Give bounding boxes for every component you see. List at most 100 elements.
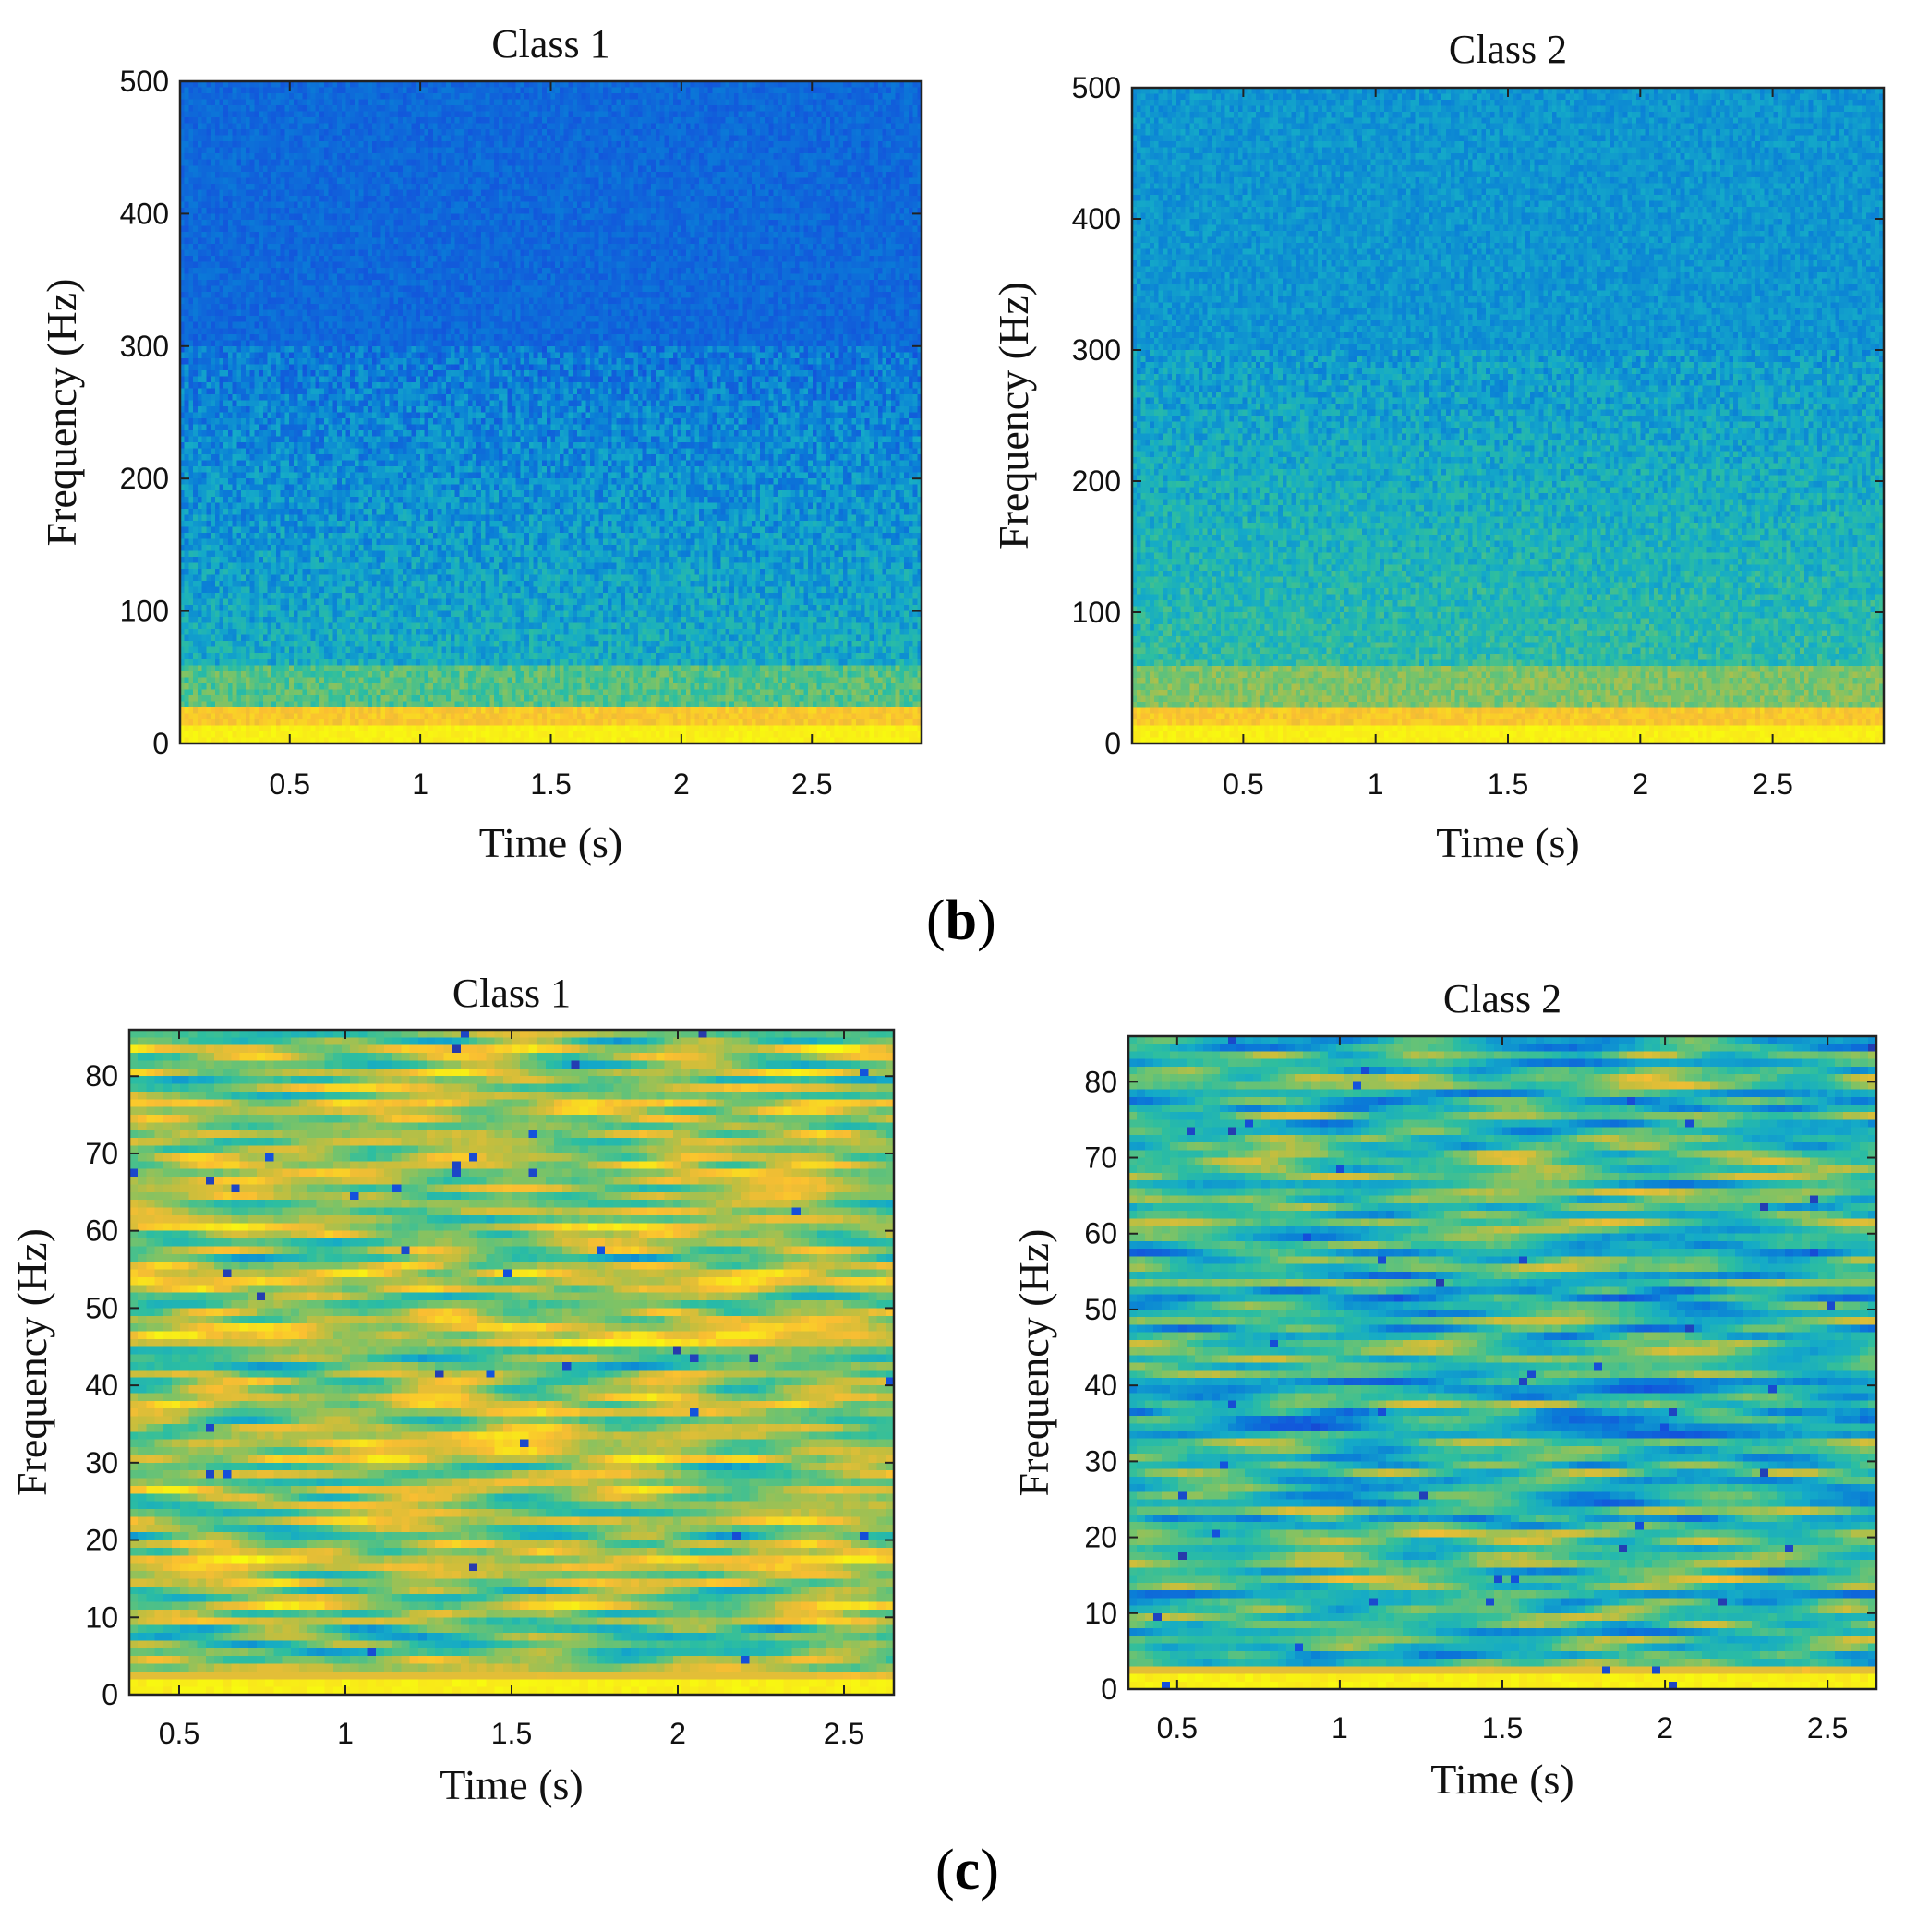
- heatmap-cell: [211, 88, 215, 94]
- heatmap-cell: [560, 88, 564, 94]
- heatmap-cell: [193, 88, 198, 94]
- heatmap-cell: [416, 93, 420, 100]
- heatmap-cell: [721, 88, 726, 94]
- heatmap-cell: [598, 100, 603, 106]
- heatmap-cell: [420, 93, 425, 100]
- heatmap-cell: [760, 93, 765, 100]
- heatmap-cell: [271, 93, 276, 100]
- heatmap-cell: [778, 88, 782, 94]
- heatmap-cell: [377, 93, 381, 100]
- heatmap-cell: [555, 88, 560, 94]
- heatmap-cell: [861, 93, 865, 100]
- heatmap-cell: [254, 93, 259, 100]
- heatmap-cell: [691, 93, 695, 100]
- heatmap-cell: [228, 100, 233, 106]
- heatmap-cell: [377, 88, 381, 94]
- heatmap-cell: [476, 100, 481, 106]
- heatmap-cell: [524, 100, 529, 106]
- heatmap-cell: [294, 88, 298, 94]
- heatmap-cell: [464, 100, 468, 106]
- heatmap-cell: [516, 88, 521, 94]
- heatmap-cell: [311, 100, 316, 106]
- heatmap-cell: [747, 88, 752, 94]
- heatmap-cell: [215, 93, 220, 100]
- heatmap-cell: [621, 93, 625, 100]
- heatmap-cell: [882, 88, 886, 94]
- heatmap-cell: [643, 88, 647, 94]
- heatmap-cell: [267, 88, 271, 94]
- heatmap-cell: [646, 88, 651, 94]
- heatmap-cell: [896, 93, 900, 100]
- heatmap-cell: [646, 100, 651, 106]
- heatmap-cell: [577, 88, 582, 94]
- heatmap-cell: [398, 100, 403, 106]
- heatmap-cell: [800, 93, 804, 100]
- heatmap-cell: [393, 88, 398, 94]
- heatmap-cell: [899, 93, 904, 100]
- figure: 0.5 1 1.5 2 2.50100200300400500Class 1Time (…: [0, 0, 1929, 1932]
- heatmap-cell: [913, 88, 918, 94]
- heatmap-cells-b1: [180, 81, 922, 744]
- heatmap-cell: [403, 100, 407, 106]
- heatmap-cell: [813, 93, 817, 100]
- heatmap-cell: [407, 100, 412, 106]
- heatmap-cell: [717, 93, 721, 100]
- heatmap-cell: [345, 88, 350, 94]
- heatmap-cell: [185, 100, 189, 106]
- heatmap-cell: [851, 93, 856, 100]
- heatmap-cell: [494, 88, 499, 94]
- heatmap-cell: [451, 100, 455, 106]
- heatmap-cell: [267, 100, 271, 106]
- heatmap-cell: [342, 88, 346, 94]
- heatmap-cell: [869, 88, 874, 94]
- heatmap-cell: [742, 93, 747, 100]
- heatmap-cell: [835, 93, 839, 100]
- heatmap-cell: [686, 93, 691, 100]
- heatmap-cell: [294, 93, 298, 100]
- heatmap-cell: [276, 100, 281, 106]
- heatmap-cell: [223, 100, 228, 106]
- heatmap-cell: [878, 88, 883, 94]
- heatmap-cell: [638, 93, 643, 100]
- heatmap-cell: [795, 93, 800, 100]
- heatmap-cell: [319, 88, 324, 94]
- heatmap-cell: [516, 100, 521, 106]
- heatmap-cell: [267, 93, 271, 100]
- heatmap-cell: [686, 88, 691, 94]
- heatmap-cell: [220, 100, 224, 106]
- heatmap-cell: [411, 93, 416, 100]
- heatmap-cell: [891, 88, 896, 94]
- heatmap-cell: [673, 93, 678, 100]
- heatmap-cell: [464, 93, 468, 100]
- heatmap-cell: [660, 88, 665, 94]
- heatmap-cell: [555, 93, 560, 100]
- heatmap-cell: [315, 93, 319, 100]
- heatmap-cell: [669, 88, 673, 94]
- heatmap-cell: [276, 88, 281, 94]
- heatmap-cell: [337, 88, 342, 94]
- heatmap-cell: [568, 100, 573, 106]
- heatmap-cell: [464, 88, 468, 94]
- heatmap-cell: [851, 88, 856, 94]
- heatmap-cell: [507, 88, 512, 94]
- heatmap-cell: [734, 88, 739, 94]
- heatmap-cell: [699, 88, 704, 94]
- heatmap-cell: [359, 100, 364, 106]
- heatmap-cell: [441, 93, 446, 100]
- heatmap-cell: [564, 100, 569, 106]
- heatmap-cell: [198, 93, 202, 100]
- heatmap-cell: [236, 93, 241, 100]
- heatmap-cell: [721, 93, 726, 100]
- heatmap-cell: [694, 93, 699, 100]
- heatmap-cell: [861, 88, 865, 94]
- heatmap-cell: [372, 88, 377, 94]
- heatmap-cell: [651, 93, 656, 100]
- heatmap-cell: [747, 93, 752, 100]
- heatmap-cell: [468, 93, 473, 100]
- heatmap-cell: [438, 100, 442, 106]
- heatmap-cell: [455, 93, 460, 100]
- heatmap-cell: [673, 88, 678, 94]
- heatmap-cell: [909, 93, 913, 100]
- heatmap-cell: [246, 93, 250, 100]
